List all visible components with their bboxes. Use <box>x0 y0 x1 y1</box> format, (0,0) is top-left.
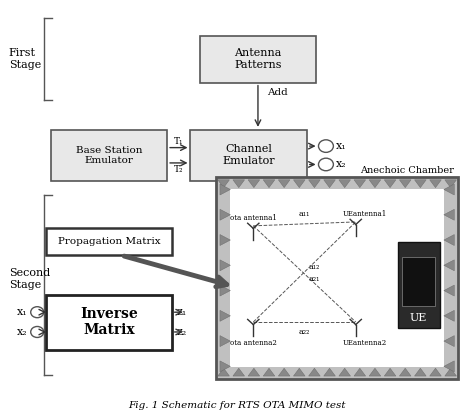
Text: T₂: T₂ <box>174 165 183 174</box>
Polygon shape <box>384 368 396 376</box>
Polygon shape <box>429 180 441 188</box>
Text: Propagation Matrix: Propagation Matrix <box>58 237 160 246</box>
Text: UE: UE <box>410 313 427 323</box>
Polygon shape <box>384 180 396 188</box>
FancyBboxPatch shape <box>216 177 458 379</box>
Text: UEantenna2: UEantenna2 <box>343 339 387 347</box>
FancyBboxPatch shape <box>200 36 316 83</box>
FancyBboxPatch shape <box>46 294 172 349</box>
Polygon shape <box>444 260 454 271</box>
Polygon shape <box>220 184 230 195</box>
Polygon shape <box>309 180 320 188</box>
Circle shape <box>31 327 44 337</box>
Text: a₁₂: a₁₂ <box>308 263 319 271</box>
Polygon shape <box>220 310 230 321</box>
Polygon shape <box>220 235 230 245</box>
Text: x₁: x₁ <box>17 307 27 317</box>
Polygon shape <box>220 336 230 347</box>
Circle shape <box>319 140 333 152</box>
Polygon shape <box>220 260 230 271</box>
Text: Anechoic Chamber: Anechoic Chamber <box>360 166 454 175</box>
Polygon shape <box>248 180 260 188</box>
Polygon shape <box>444 361 454 372</box>
Text: ota antenna2: ota antenna2 <box>230 339 277 347</box>
Polygon shape <box>444 209 454 220</box>
Polygon shape <box>220 285 230 296</box>
Text: First
Stage: First Stage <box>9 48 41 70</box>
Text: a₁₁: a₁₁ <box>299 210 310 218</box>
Text: x₂: x₂ <box>17 327 27 337</box>
Text: ota antenna1: ota antenna1 <box>230 214 277 221</box>
Text: Add: Add <box>267 88 288 97</box>
Polygon shape <box>218 180 229 188</box>
Polygon shape <box>369 368 381 376</box>
Polygon shape <box>263 368 275 376</box>
Polygon shape <box>248 368 260 376</box>
Polygon shape <box>444 285 454 296</box>
Polygon shape <box>445 180 456 188</box>
Polygon shape <box>444 336 454 347</box>
Text: Channel
Emulator: Channel Emulator <box>222 145 275 166</box>
Polygon shape <box>444 184 454 195</box>
Text: UEantenna1: UEantenna1 <box>343 210 387 218</box>
Polygon shape <box>324 368 336 376</box>
Polygon shape <box>220 361 230 372</box>
Circle shape <box>31 307 44 318</box>
Text: Base Station
Emulator: Base Station Emulator <box>76 145 142 165</box>
Polygon shape <box>354 180 365 188</box>
Text: x₁: x₁ <box>336 141 346 151</box>
Polygon shape <box>278 368 290 376</box>
Text: Fig. 1 Schematic for RTS OTA MIMO test: Fig. 1 Schematic for RTS OTA MIMO test <box>128 401 346 410</box>
Polygon shape <box>444 310 454 321</box>
Text: a₂₁: a₂₁ <box>308 275 319 283</box>
Polygon shape <box>369 180 381 188</box>
Polygon shape <box>278 180 290 188</box>
Polygon shape <box>400 180 411 188</box>
Text: Inverse
Matrix: Inverse Matrix <box>80 307 138 337</box>
Text: T₁: T₁ <box>174 137 183 146</box>
Circle shape <box>319 158 333 171</box>
Polygon shape <box>429 368 441 376</box>
Text: x₂: x₂ <box>336 159 346 169</box>
Polygon shape <box>293 180 305 188</box>
Polygon shape <box>324 180 336 188</box>
Polygon shape <box>293 368 305 376</box>
FancyBboxPatch shape <box>51 130 167 181</box>
Polygon shape <box>339 180 350 188</box>
FancyBboxPatch shape <box>402 257 435 306</box>
FancyBboxPatch shape <box>398 242 439 328</box>
Text: Antenna
Patterns: Antenna Patterns <box>234 48 282 70</box>
Polygon shape <box>354 368 365 376</box>
FancyBboxPatch shape <box>46 228 172 255</box>
FancyBboxPatch shape <box>191 130 307 181</box>
Polygon shape <box>444 235 454 245</box>
Polygon shape <box>400 368 411 376</box>
Polygon shape <box>233 180 245 188</box>
Text: z₂: z₂ <box>176 327 187 337</box>
Polygon shape <box>339 368 350 376</box>
Polygon shape <box>233 368 245 376</box>
Polygon shape <box>445 368 456 376</box>
Text: z₁: z₁ <box>176 307 187 317</box>
Polygon shape <box>309 368 320 376</box>
Polygon shape <box>415 180 426 188</box>
FancyBboxPatch shape <box>230 189 444 367</box>
Polygon shape <box>415 368 426 376</box>
Text: a₂₂: a₂₂ <box>299 328 310 336</box>
Text: Second
Stage: Second Stage <box>9 268 50 290</box>
Polygon shape <box>218 368 229 376</box>
Polygon shape <box>220 209 230 220</box>
Polygon shape <box>263 180 275 188</box>
